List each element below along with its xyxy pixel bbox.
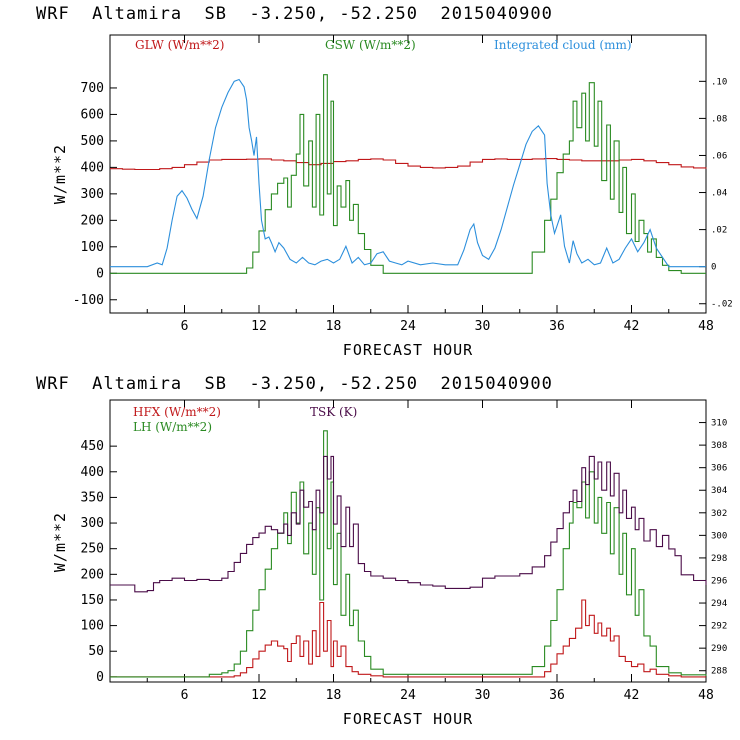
bottom-y-tick-label: 350 [81, 490, 104, 505]
top-y-tick-label: 0 [96, 266, 104, 281]
bottom-legend-lh: LH (W/m**2) [133, 420, 212, 434]
bottom-chart-title: WRF Altamira SB -3.250, -52.250 20150409… [36, 374, 553, 394]
top-y-tick-label: -100 [73, 293, 104, 308]
top-legend-gsw: GSW (W/m**2) [325, 38, 416, 52]
top-x-tick-label: 36 [549, 319, 565, 334]
top-y2-tick-label: -.02 [711, 300, 733, 310]
bottom-y2-tick-label: 304 [711, 486, 727, 496]
bottom-y2-tick-label: 294 [711, 599, 727, 609]
bottom-y-tick-label: 100 [81, 619, 104, 634]
bottom-legend-tsk: TSK (K) [310, 405, 357, 419]
top-y-tick-label: 100 [81, 240, 104, 255]
top-y2-tick-label: .06 [711, 151, 727, 161]
bottom-y2-tick-label: 292 [711, 622, 727, 632]
bottom-x-tick-label: 12 [251, 688, 267, 703]
bottom-series-1 [110, 430, 707, 678]
bottom-y-tick-label: 0 [96, 670, 104, 685]
bottom-x-tick-label: 48 [698, 688, 714, 703]
top-chart-title: WRF Altamira SB -3.250, -52.250 20150409… [36, 4, 553, 24]
top-x-tick-label: 6 [181, 319, 189, 334]
bottom-y-tick-label: 50 [88, 644, 104, 659]
top-y2-tick-label: .08 [711, 114, 727, 124]
top-y-tick-label: 600 [81, 107, 104, 122]
bottom-y-tick-label: 150 [81, 593, 104, 608]
bottom-y2-tick-label: 310 [711, 419, 727, 429]
bottom-y2-tick-label: 288 [711, 667, 727, 677]
bottom-chart-panel: WRF Altamira SB -3.250, -52.250 20150409… [0, 370, 740, 740]
bottom-y-tick-label: 200 [81, 567, 104, 582]
bottom-plot-frame [109, 399, 707, 683]
bottom-y2-tick-label: 300 [711, 531, 727, 541]
bottom-x-tick-label: 24 [400, 688, 416, 703]
bottom-x-tick-label: 42 [624, 688, 640, 703]
bottom-y2-tick-label: 302 [711, 509, 727, 519]
top-plot-frame [109, 34, 707, 314]
top-x-tick-label: 24 [400, 319, 416, 334]
top-x-tick-label: 48 [698, 319, 714, 334]
top-chart: 6 12 18 24 30 36 42 48 -100 0 100 200 300 400 500 600 70… [51, 34, 733, 359]
top-y2-tick-label: 0 [711, 263, 716, 273]
top-y-tick-label: 200 [81, 213, 104, 228]
top-x-axis-label: FORECAST HOUR [343, 341, 473, 359]
bottom-series-2 [110, 455, 707, 593]
bottom-chart: 6 12 18 24 30 36 42 48 0 50 100 150 200 250 300 350 400 4… [51, 399, 727, 728]
bottom-x-axis-label: FORECAST HOUR [343, 710, 473, 728]
top-legend-cloud: Integrated cloud (mm) [494, 38, 632, 52]
bottom-x-tick-label: 6 [181, 688, 189, 703]
top-y2-tick-label: .02 [711, 226, 727, 236]
bottom-x-tick-label: 30 [475, 688, 491, 703]
top-y-tick-label: 300 [81, 187, 104, 202]
top-y-axis-label: W/m**2 [51, 144, 69, 204]
bottom-y2-tick-label: 308 [711, 441, 727, 451]
bottom-x-tick-label: 18 [326, 688, 342, 703]
top-x-tick-label: 18 [326, 319, 342, 334]
top-series-0 [110, 158, 707, 171]
top-y2-tick-label: .10 [711, 77, 727, 87]
top-x-tick-label: 12 [251, 319, 267, 334]
top-x-tick-label: 42 [624, 319, 640, 334]
bottom-y-tick-label: 400 [81, 465, 104, 480]
bottom-legend-hfx: HFX (W/m**2) [133, 405, 221, 419]
bottom-y2-tick-label: 298 [711, 554, 727, 564]
bottom-series-0 [110, 599, 706, 678]
top-y-tick-label: 500 [81, 134, 104, 149]
top-x-tick-label: 30 [475, 319, 491, 334]
top-series-2 [110, 78, 706, 268]
top-series-1 [110, 74, 706, 274]
bottom-y-tick-label: 300 [81, 516, 104, 531]
top-y-tick-label: 700 [81, 81, 104, 96]
bottom-y2-tick-label: 306 [711, 464, 727, 474]
top-y-tick-label: 400 [81, 160, 104, 175]
top-legend-glw: GLW (W/m**2) [135, 38, 224, 52]
bottom-y-tick-label: 250 [81, 542, 104, 557]
bottom-y2-tick-label: 296 [711, 576, 727, 586]
top-chart-panel: WRF Altamira SB -3.250, -52.250 20150409… [36, 4, 733, 359]
bottom-y2-tick-label: 290 [711, 644, 727, 654]
bottom-x-tick-label: 36 [549, 688, 565, 703]
bottom-y-axis-label: W/m**2 [51, 512, 69, 572]
bottom-y-tick-label: 450 [81, 439, 104, 454]
top-y2-tick-label: .04 [711, 189, 727, 199]
